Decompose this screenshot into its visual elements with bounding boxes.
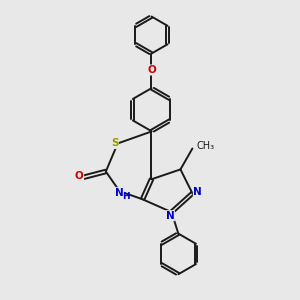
Text: H: H <box>122 192 130 201</box>
Text: O: O <box>75 171 84 181</box>
Text: N: N <box>166 211 174 221</box>
Text: CH₃: CH₃ <box>197 141 215 151</box>
Text: N: N <box>194 187 202 197</box>
Text: N: N <box>115 188 124 198</box>
Text: O: O <box>147 65 156 75</box>
Text: S: S <box>111 138 118 148</box>
